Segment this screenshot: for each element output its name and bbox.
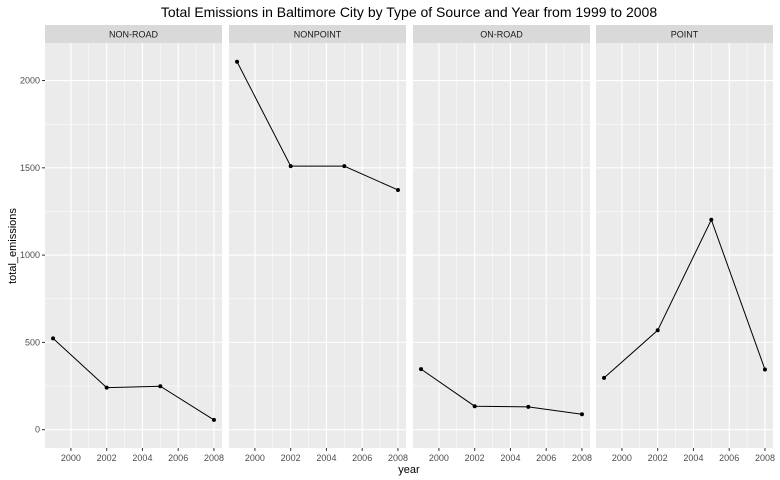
chart-title: Total Emissions in Baltimore City by Typ…: [161, 4, 657, 20]
x-tick-label: 2000: [429, 453, 449, 463]
data-point: [579, 412, 584, 417]
x-tick-label: 2008: [755, 453, 775, 463]
data-point: [342, 164, 347, 169]
x-tick-label: 2004: [316, 453, 336, 463]
panel-background: [45, 43, 222, 448]
facet-strip: [45, 25, 222, 43]
data-point: [419, 367, 424, 372]
x-tick-label: 2000: [61, 453, 81, 463]
facet-panel-point: POINT 2000 2002 2004 2006 2008: [596, 25, 775, 463]
x-tick-label: 2008: [388, 453, 408, 463]
data-point: [288, 164, 293, 169]
y-tick-label: 1000: [20, 250, 40, 260]
x-tick-label: 2000: [612, 453, 632, 463]
y-tick-label: 2000: [20, 76, 40, 86]
x-tick-label: 2006: [352, 453, 372, 463]
facet-strip-label: ON-ROAD: [480, 30, 523, 40]
data-point: [104, 385, 109, 390]
series-line: [603, 218, 766, 379]
x-axis-title: year: [398, 464, 420, 476]
data-point: [395, 187, 400, 192]
data-point: [602, 375, 607, 380]
facet-panel-non-road: NON-ROAD 2000 2002 2004 2006 2008: [45, 25, 224, 463]
x-tick-label: 2004: [500, 453, 520, 463]
facet-strip-label: NON-ROAD: [109, 30, 158, 40]
data-point: [51, 336, 56, 341]
data-point: [762, 367, 767, 372]
data-point: [709, 217, 714, 222]
x-tick-label: 2006: [536, 453, 556, 463]
series-line: [236, 61, 399, 191]
x-tick-label: 2004: [683, 453, 703, 463]
x-tick-label: 2006: [168, 453, 188, 463]
y-tick-label: 500: [25, 337, 40, 347]
x-tick-label: 2008: [204, 453, 224, 463]
facet-strip-label: POINT: [671, 30, 699, 40]
x-tick-label: 2002: [648, 453, 668, 463]
x-tick-label: 2000: [245, 453, 265, 463]
facet-panel-on-road: ON-ROAD 2000 2002 2004 2006 2008: [413, 25, 592, 463]
facet-panels: NON-ROAD 2000 2002 2004 2006 2008 NONPOINT 2000…: [45, 25, 775, 463]
x-tick-label: 2002: [465, 453, 485, 463]
x-tick-label: 2002: [281, 453, 301, 463]
y-axis-title: total_emissions: [7, 208, 19, 284]
facet-strip-label: NONPOINT: [294, 30, 342, 40]
data-point: [235, 59, 240, 64]
panel-background: [596, 43, 773, 448]
y-tick-label: 1500: [20, 163, 40, 173]
x-tick-label: 2008: [572, 453, 592, 463]
panel-background: [229, 43, 406, 448]
data-point: [526, 404, 531, 409]
facet-panel-nonpoint: NONPOINT 2000 2002 2004 2006 2008: [229, 25, 408, 463]
data-point: [655, 328, 660, 333]
data-point: [158, 384, 163, 389]
x-tick-label: 2006: [719, 453, 739, 463]
data-point: [472, 404, 477, 409]
data-point: [211, 417, 216, 422]
y-axis: 0 500 1000 1500 2000: [20, 76, 45, 435]
facet-strip: [229, 25, 406, 43]
panel-background: [413, 43, 590, 448]
x-tick-label: 2002: [97, 453, 117, 463]
facet-strip: [413, 25, 590, 43]
y-tick-label: 0: [35, 425, 40, 435]
series-line: [52, 338, 215, 421]
x-tick-label: 2004: [132, 453, 152, 463]
facet-strip: [596, 25, 773, 43]
series-line: [420, 368, 583, 415]
